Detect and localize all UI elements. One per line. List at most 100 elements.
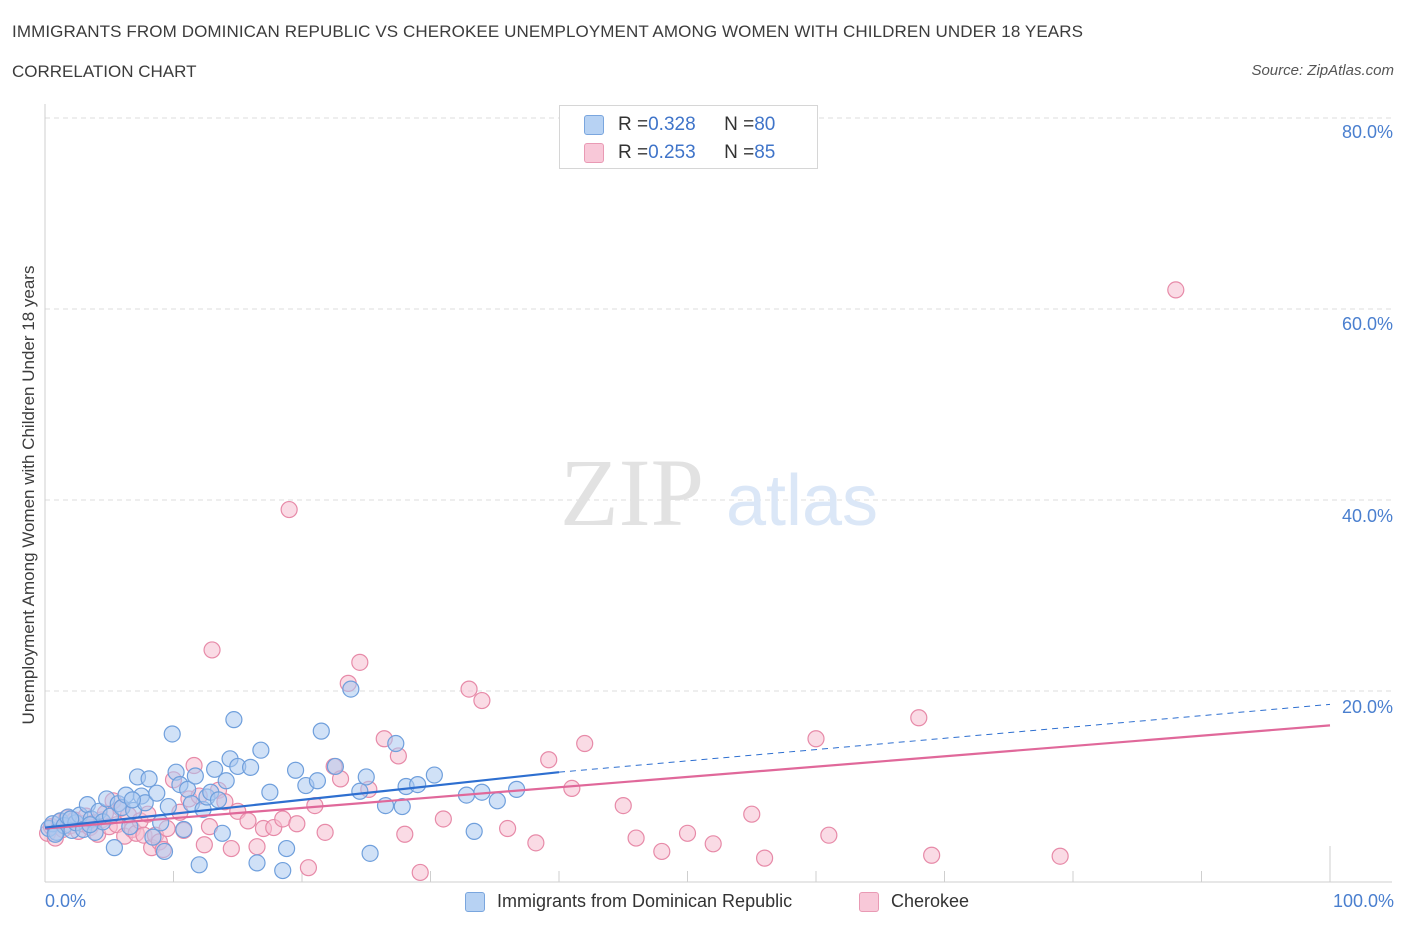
dominican-point [190,856,208,874]
dominican-point [351,782,369,800]
cherokee-point [820,826,838,844]
legend-n-label: N = [724,114,755,135]
cherokee-point [678,824,697,842]
dominican-point [409,775,427,794]
grid-lines [45,117,1392,692]
series-swatch-blue [465,891,485,912]
y-tick-label: 60.0% [1341,314,1393,334]
cherokee-point [755,849,774,867]
cherokee-point [248,838,266,856]
series-name: Immigrants from Dominican Republic [497,891,793,911]
dominican-point [465,822,483,840]
legend-n-value: 85 [754,142,776,163]
chart-title: IMMIGRANTS FROM DOMINICAN REPUBLIC VS CH… [12,22,1084,41]
cherokee-point [910,709,928,727]
y-tick-label: 80.0% [1341,122,1393,142]
dominican-point [159,797,177,816]
dominican-point [186,767,204,785]
dominican-point [105,839,123,857]
cherokee-point [653,842,671,861]
dominican-point [387,734,405,753]
cherokee-point [807,730,825,748]
dominican-point [123,791,141,809]
series-legend-dominican: Immigrants from Dominican Republic [465,891,792,912]
cherokee-trend-line [44,724,1331,830]
cherokee-point [1051,847,1069,865]
legend-r-label: R = [618,114,649,135]
cherokee-point [222,839,240,858]
cherokee-point [411,863,429,882]
legend-row-cherokee: R = 0.253 N = 85 [584,141,775,165]
dominican-point [152,814,170,832]
cherokee-point [280,500,298,519]
dominican-point [312,722,330,740]
cherokee-point [316,823,334,841]
legend-r-value: 0.328 [648,114,696,135]
dominican-point [308,772,327,790]
data-points [38,281,1185,882]
dominican-point [326,757,345,776]
dominican-point [261,783,279,801]
legend-row-dominican: R = 0.328 N = 80 [584,113,775,137]
cherokee-point [923,846,941,864]
chart-subtitle: CORRELATION CHART [12,62,197,81]
dominican-point [140,770,158,788]
cherokee-point [351,653,369,671]
dominican-point [248,854,266,872]
cherokee-point [299,859,318,877]
dominican-point [242,758,260,777]
dominican-point [225,711,243,729]
watermark: ZIP atlas [560,439,878,546]
cherokee-point [434,810,452,828]
dominican-point [342,680,360,698]
y-tick-label: 20.0% [1341,697,1393,717]
dominican-point [175,820,193,839]
cherokee-point [288,815,306,833]
dominican-point [155,842,174,861]
legend-r-value: 0.253 [648,142,696,163]
dominican-point [213,824,231,842]
cherokee-point [576,734,594,753]
source-credit: Source: ZipAtlas.com [1251,62,1394,79]
legend-n-label: N = [724,142,755,163]
dominican-point [393,797,411,816]
dominican-point [277,839,296,858]
dominican-point [217,772,235,790]
watermark-atlas: atlas [726,461,878,541]
cherokee-point [563,779,581,798]
cherokee-point [614,796,632,815]
cherokee-point [203,641,221,659]
correlation-legend: R = 0.328 N = 80 R = 0.253 N = 85 [559,105,818,169]
dominican-point [252,741,270,759]
cherokee-point [527,834,545,852]
trend-lines [44,703,1331,830]
dominican-trend-line [44,771,560,829]
watermark-zip: ZIP [560,439,704,546]
dominican-point [163,725,181,743]
dominican-point [148,784,166,802]
cherokee-point [499,819,517,838]
cherokee-point [396,825,414,843]
series-name: Cherokee [891,891,970,911]
dominican-point [206,760,224,778]
dominican-trend-extension [558,703,1331,773]
dominican-point [488,792,506,810]
y-tick-label: 40.0% [1341,506,1393,526]
cherokee-point [743,805,761,823]
cherokee-point [460,680,478,698]
x-tick-label-min: 0.0% [45,891,87,911]
cherokee-point [473,691,491,710]
dominican-point [357,768,375,786]
cherokee-point [704,835,722,853]
legend-r-label: R = [618,142,649,163]
series-swatch-pink [859,891,879,912]
series-legend-cherokee: Cherokee [859,891,969,912]
cherokee-point [1167,281,1185,299]
x-tick-label-max: 100.0% [1332,891,1394,911]
dominican-point [361,844,379,862]
legend-swatch-blue [584,115,604,135]
legend-n-value: 80 [754,114,776,135]
axes [44,104,1392,883]
cherokee-point [239,812,257,830]
